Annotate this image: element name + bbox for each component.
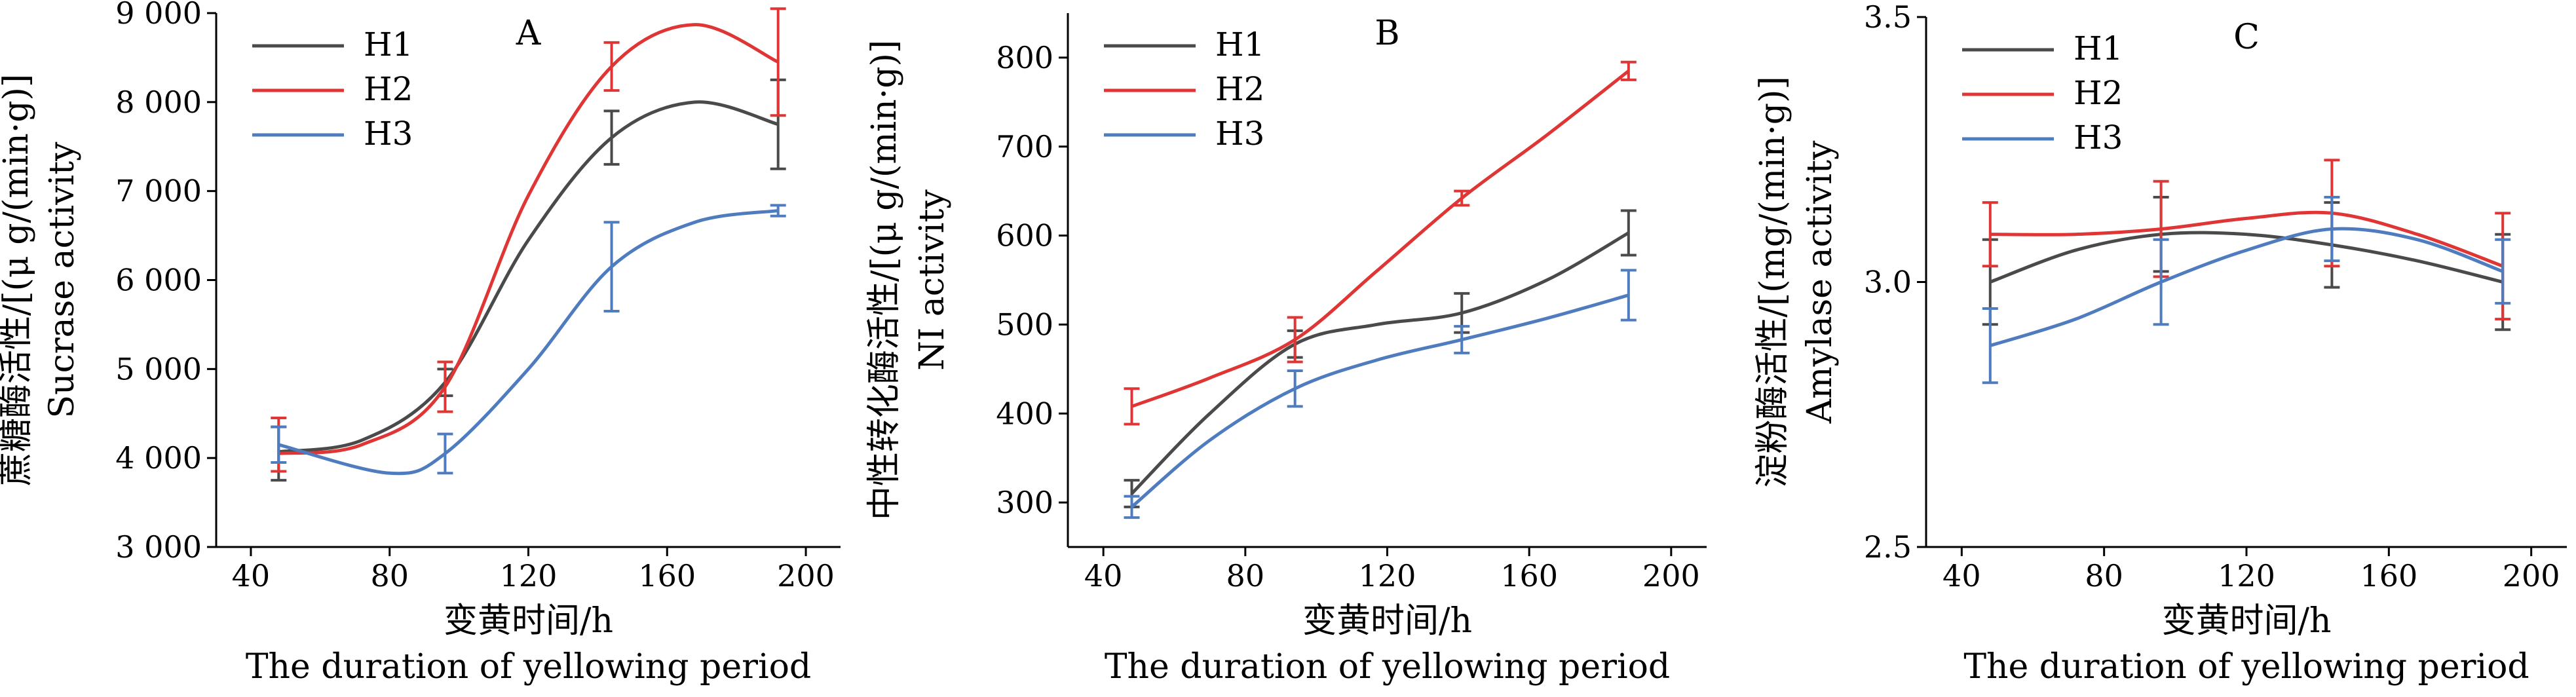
legend-label: H1 bbox=[364, 26, 413, 64]
x-tick-label: 40 bbox=[1942, 558, 1981, 593]
y-tick-label: 3.5 bbox=[1864, 0, 1912, 35]
panel-label: C bbox=[2233, 18, 2260, 57]
x-axis-title-cn: 变黄时间/h bbox=[2161, 601, 2331, 641]
y-axis-title-cn: 蔗糖酶活性/[(μ g/(min·g)] bbox=[0, 74, 36, 486]
legend-item-h3: H3 bbox=[252, 115, 413, 153]
chart-panel-a: 3 000 4 000 5 000 6 000 7 000 8 000 9 000 40 80 1… bbox=[0, 0, 841, 687]
series-h2 bbox=[1124, 60, 1637, 426]
series-line-h1 bbox=[1130, 231, 1630, 495]
series-h3 bbox=[271, 204, 786, 476]
series-line-h3 bbox=[1990, 227, 2504, 347]
y-axis-title-cn: 淀粉酶活性/[(mg/(min·g)] bbox=[1753, 76, 1792, 487]
y-axis-title-en: NI activity bbox=[913, 189, 952, 371]
x-tick-label: 160 bbox=[2360, 558, 2417, 593]
y-tick-label: 400 bbox=[996, 396, 1053, 431]
y-tick-label: 5 000 bbox=[115, 351, 202, 386]
y-tick-label: 7 000 bbox=[115, 174, 202, 209]
legend-item-h3: H3 bbox=[1104, 115, 1264, 153]
y-tick-label: 300 bbox=[996, 485, 1053, 520]
legend-label: H3 bbox=[1215, 115, 1264, 153]
chart-panel-b: 300 400 500 600 700 800 40 80 120 160 200 B H1 H2 H3 变黄… bbox=[865, 13, 1707, 687]
y-axis-title-cn: 中性转化酶活性/[(μ g/(min·g)] bbox=[865, 40, 904, 520]
x-tick-label: 40 bbox=[232, 558, 271, 593]
legend-label: H3 bbox=[364, 115, 413, 153]
x-tick-label: 200 bbox=[1642, 558, 1700, 593]
series-h2 bbox=[1982, 159, 2511, 321]
series-h3 bbox=[1982, 196, 2511, 385]
x-axis-title-cn: 变黄时间/h bbox=[444, 601, 613, 641]
legend-label: H1 bbox=[1215, 26, 1264, 64]
panel-label: B bbox=[1374, 14, 1399, 53]
x-axis-title-en: The duration of yellowing period bbox=[1963, 647, 2529, 687]
series-h1 bbox=[271, 78, 786, 482]
legend-item-h2: H2 bbox=[1962, 74, 2123, 112]
series-line-h3 bbox=[1130, 293, 1629, 508]
series-line-h2 bbox=[1990, 210, 2504, 268]
legend-label: H2 bbox=[364, 70, 413, 108]
x-tick-label: 160 bbox=[1500, 558, 1558, 593]
y-tick-label: 8 000 bbox=[115, 85, 202, 120]
legend-label: H3 bbox=[2074, 119, 2123, 157]
legend-label: H2 bbox=[1215, 70, 1264, 108]
legend-label: H2 bbox=[2074, 74, 2123, 112]
panel-label: A bbox=[516, 14, 542, 53]
y-axis-title-en: Amylase activity bbox=[1800, 140, 1840, 424]
x-tick-label: 80 bbox=[1226, 558, 1265, 593]
y-tick-label: 3 000 bbox=[115, 529, 202, 565]
x-tick-label: 80 bbox=[370, 558, 409, 593]
y-tick-label: 6 000 bbox=[115, 263, 202, 298]
y-tick-label: 2.5 bbox=[1864, 529, 1912, 565]
x-tick-label: 160 bbox=[638, 558, 696, 593]
y-tick-label: 800 bbox=[996, 40, 1053, 75]
x-axis-title-en: The duration of yellowing period bbox=[1105, 647, 1670, 687]
y-tick-label: 3.0 bbox=[1864, 265, 1912, 300]
series-line-h1 bbox=[1989, 231, 2503, 284]
legend-item-h1: H1 bbox=[1962, 29, 2123, 67]
x-axis-title-en: The duration of yellowing period bbox=[246, 647, 811, 687]
legend-item-h3: H3 bbox=[1962, 119, 2123, 157]
legend-item-h2: H2 bbox=[1104, 70, 1264, 108]
legend-label: H1 bbox=[2074, 29, 2123, 67]
x-tick-label: 40 bbox=[1084, 558, 1123, 593]
y-axis-title-en: Sucrase activity bbox=[43, 141, 82, 419]
series-h3 bbox=[1124, 269, 1637, 519]
series-line-h1 bbox=[278, 100, 779, 454]
legend-item-h1: H1 bbox=[252, 26, 413, 64]
y-tick-label: 700 bbox=[996, 129, 1053, 164]
x-tick-label: 80 bbox=[2085, 558, 2123, 593]
y-tick-label: 600 bbox=[996, 218, 1053, 254]
y-tick-label: 4 000 bbox=[115, 440, 202, 476]
chart-panel-c: 2.5 3.0 3.5 40 80 120 160 200 C H1 H2 H3 变黄时间/h The d… bbox=[1753, 0, 2567, 687]
x-tick-label: 200 bbox=[777, 558, 835, 593]
series-line-h2 bbox=[278, 23, 779, 455]
x-axis-title-cn: 变黄时间/h bbox=[1302, 601, 1472, 641]
x-tick-label: 200 bbox=[2503, 558, 2560, 593]
x-tick-label: 120 bbox=[2218, 558, 2275, 593]
series-line-h3 bbox=[278, 209, 779, 476]
legend-item-h1: H1 bbox=[1104, 26, 1264, 64]
y-tick-label: 9 000 bbox=[115, 0, 202, 31]
y-tick-label: 500 bbox=[996, 307, 1053, 342]
legend-item-h2: H2 bbox=[252, 70, 413, 108]
x-tick-label: 120 bbox=[500, 558, 558, 593]
series-line-h2 bbox=[1131, 69, 1630, 408]
x-tick-label: 120 bbox=[1359, 558, 1416, 593]
